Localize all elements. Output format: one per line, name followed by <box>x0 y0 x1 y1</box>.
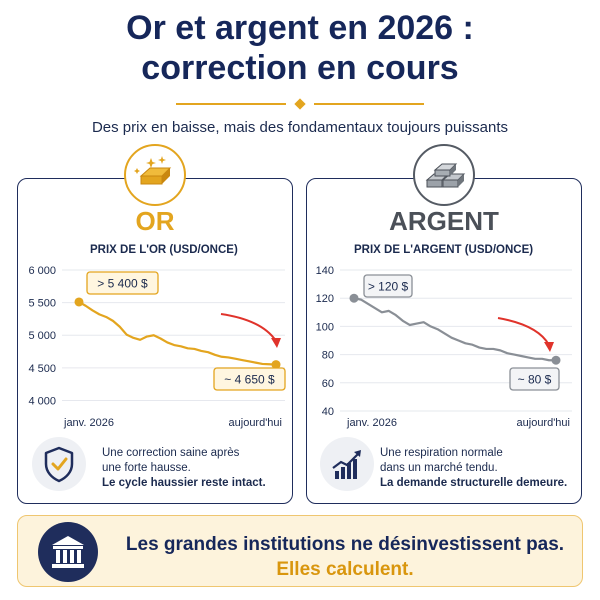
gold-note-line-1: Une correction saine après <box>102 447 240 459</box>
gold-chart-ytick-label: 6 000 <box>28 265 56 277</box>
silver-chart-title: PRIX DE L'ARGENT (USD/ONCE) <box>354 244 534 256</box>
title-line-2: correction en cours <box>141 49 459 87</box>
gold-shield-badge <box>32 437 86 491</box>
gold-chart-start-label-box <box>86 271 159 295</box>
gold-chart-series-line <box>77 300 278 366</box>
gold-chart-end-label-box <box>213 367 286 391</box>
silver-badge <box>413 144 475 206</box>
title-line-1: Or et argent en 2026 : <box>126 9 474 47</box>
gold-chart-ytick-label: 5 500 <box>28 298 56 310</box>
gold-note: Une correction saine après une forte hau… <box>102 446 266 491</box>
banner-line-2: Elles calculent. <box>276 559 414 580</box>
gold-chart-trend-arrow <box>220 313 277 342</box>
page-subtitle: Des prix en baisse, mais des fondamentau… <box>91 119 509 136</box>
silver-note-line-2: dans un marché tendu. <box>380 462 498 474</box>
bar-chart-growth-icon <box>332 450 361 479</box>
gold-chart-title: PRIX DE L'OR (USD/ONCE) <box>90 244 238 256</box>
gold-badge <box>124 144 186 206</box>
silver-note: Une respiration normale dans un marché t… <box>380 446 567 491</box>
gold-heading: OR <box>135 206 175 236</box>
banner-line-1: Les grandes institutions ne désinvestiss… <box>125 534 565 555</box>
institutions-banner <box>17 515 583 587</box>
bank-icon <box>52 536 84 568</box>
page-title: Or et argent en 2026 : correction en cou… <box>0 8 600 88</box>
bank-badge <box>38 522 98 582</box>
gold-chart-xtick-end: aujourd'hui <box>229 417 282 429</box>
gold-bar-icon <box>134 156 172 185</box>
gold-chart-trend-arrowhead <box>271 338 281 348</box>
silver-growth-badge <box>320 437 374 491</box>
gold-chart-ytick-label: 4 500 <box>28 363 56 375</box>
gold-chart-ytick-label: 4 000 <box>28 395 56 407</box>
gold-chart-ytick-label: 5 000 <box>28 330 56 342</box>
silver-heading: ARGENT <box>389 206 499 236</box>
silver-note-bold: La demande structurelle demeure. <box>380 477 568 489</box>
silver-bars-icon <box>425 163 466 188</box>
silver-note-line-1: Une respiration normale <box>380 447 503 459</box>
title-divider-right <box>314 103 424 105</box>
gold-chart-xtick-start: janv. 2026 <box>63 417 114 429</box>
gold-chart-start-label: > 5 400 $ <box>97 277 148 291</box>
gold-chart-end-point <box>271 360 281 370</box>
shield-check-icon <box>44 446 74 483</box>
gold-note-bold: Le cycle haussier reste intact. <box>102 477 266 489</box>
gold-chart-start-point <box>74 297 84 307</box>
gold-note-line-2: une forte hausse. <box>102 462 191 474</box>
title-divider-left <box>176 103 286 105</box>
gold-chart-end-label: ~ 4 650 $ <box>224 373 275 387</box>
